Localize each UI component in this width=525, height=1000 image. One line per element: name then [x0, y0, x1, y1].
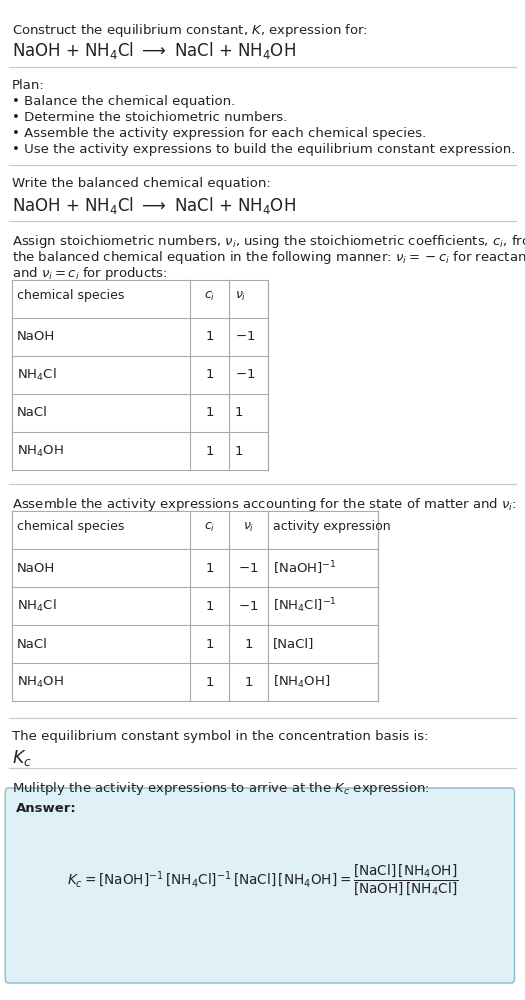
Text: chemical species: chemical species	[17, 289, 124, 302]
Text: [NH$_4$Cl]$^{-1}$: [NH$_4$Cl]$^{-1}$	[273, 597, 337, 615]
Text: • Determine the stoichiometric numbers.: • Determine the stoichiometric numbers.	[12, 111, 287, 124]
Text: • Balance the chemical equation.: • Balance the chemical equation.	[12, 95, 235, 108]
Text: $-1$: $-1$	[238, 562, 259, 574]
Text: $-1$: $-1$	[238, 599, 259, 612]
Text: 1: 1	[205, 676, 214, 688]
Text: [NaOH]$^{-1}$: [NaOH]$^{-1}$	[273, 559, 337, 577]
Text: NH$_4$OH: NH$_4$OH	[17, 674, 64, 690]
Text: 1: 1	[205, 368, 214, 381]
Text: $c_i$: $c_i$	[204, 520, 215, 534]
Text: $c_i$: $c_i$	[204, 289, 215, 303]
Text: 1: 1	[235, 445, 243, 458]
Text: NaOH: NaOH	[17, 562, 55, 574]
Text: [NaCl]: [NaCl]	[273, 638, 314, 650]
Text: NaCl: NaCl	[17, 638, 48, 650]
Text: $K_c = [\mathrm{NaOH}]^{-1}\,[\mathrm{NH_4Cl}]^{-1}\,[\mathrm{NaCl}]\,[\mathrm{N: $K_c = [\mathrm{NaOH}]^{-1}\,[\mathrm{NH…	[67, 862, 458, 898]
Text: • Use the activity expressions to build the equilibrium constant expression.: • Use the activity expressions to build …	[12, 143, 515, 156]
Text: 1: 1	[235, 406, 243, 420]
Text: and $\nu_i = c_i$ for products:: and $\nu_i = c_i$ for products:	[12, 265, 167, 282]
Text: NH$_4$Cl: NH$_4$Cl	[17, 367, 56, 383]
Text: 1: 1	[205, 562, 214, 574]
Text: $-1$: $-1$	[235, 330, 255, 344]
Text: [NH$_4$OH]: [NH$_4$OH]	[273, 674, 330, 690]
Text: NH$_4$Cl: NH$_4$Cl	[17, 598, 56, 614]
Text: NaCl: NaCl	[17, 406, 48, 420]
Text: $K_c$: $K_c$	[12, 748, 32, 768]
Text: The equilibrium constant symbol in the concentration basis is:: The equilibrium constant symbol in the c…	[12, 730, 428, 743]
Text: 1: 1	[205, 445, 214, 458]
Text: $\nu_i$: $\nu_i$	[243, 520, 254, 534]
FancyBboxPatch shape	[5, 788, 514, 983]
Text: Assemble the activity expressions accounting for the state of matter and $\nu_i$: Assemble the activity expressions accoun…	[12, 496, 516, 513]
Text: Mulitply the activity expressions to arrive at the $K_c$ expression:: Mulitply the activity expressions to arr…	[12, 780, 429, 797]
Text: 1: 1	[205, 330, 214, 344]
Text: NH$_4$OH: NH$_4$OH	[17, 443, 64, 459]
Text: Construct the equilibrium constant, $K$, expression for:: Construct the equilibrium constant, $K$,…	[12, 22, 368, 39]
Text: NaOH: NaOH	[17, 330, 55, 344]
Text: Write the balanced chemical equation:: Write the balanced chemical equation:	[12, 177, 270, 190]
Text: Plan:: Plan:	[12, 79, 44, 92]
Text: 1: 1	[205, 638, 214, 650]
Text: 1: 1	[244, 676, 253, 688]
Text: $\nu_i$: $\nu_i$	[235, 289, 246, 303]
Text: NaOH + NH$_4$Cl $\longrightarrow$ NaCl + NH$_4$OH: NaOH + NH$_4$Cl $\longrightarrow$ NaCl +…	[12, 195, 296, 216]
Text: the balanced chemical equation in the following manner: $\nu_i = -c_i$ for react: the balanced chemical equation in the fo…	[12, 249, 525, 266]
Text: NaOH + NH$_4$Cl $\longrightarrow$ NaCl + NH$_4$OH: NaOH + NH$_4$Cl $\longrightarrow$ NaCl +…	[12, 40, 296, 61]
Text: chemical species: chemical species	[17, 520, 124, 533]
Text: 1: 1	[205, 599, 214, 612]
Text: Answer:: Answer:	[16, 802, 77, 815]
Text: Assign stoichiometric numbers, $\nu_i$, using the stoichiometric coefficients, $: Assign stoichiometric numbers, $\nu_i$, …	[12, 233, 525, 250]
Text: $-1$: $-1$	[235, 368, 255, 381]
Text: 1: 1	[244, 638, 253, 650]
Text: 1: 1	[205, 406, 214, 420]
Text: • Assemble the activity expression for each chemical species.: • Assemble the activity expression for e…	[12, 127, 426, 140]
Text: activity expression: activity expression	[273, 520, 391, 533]
